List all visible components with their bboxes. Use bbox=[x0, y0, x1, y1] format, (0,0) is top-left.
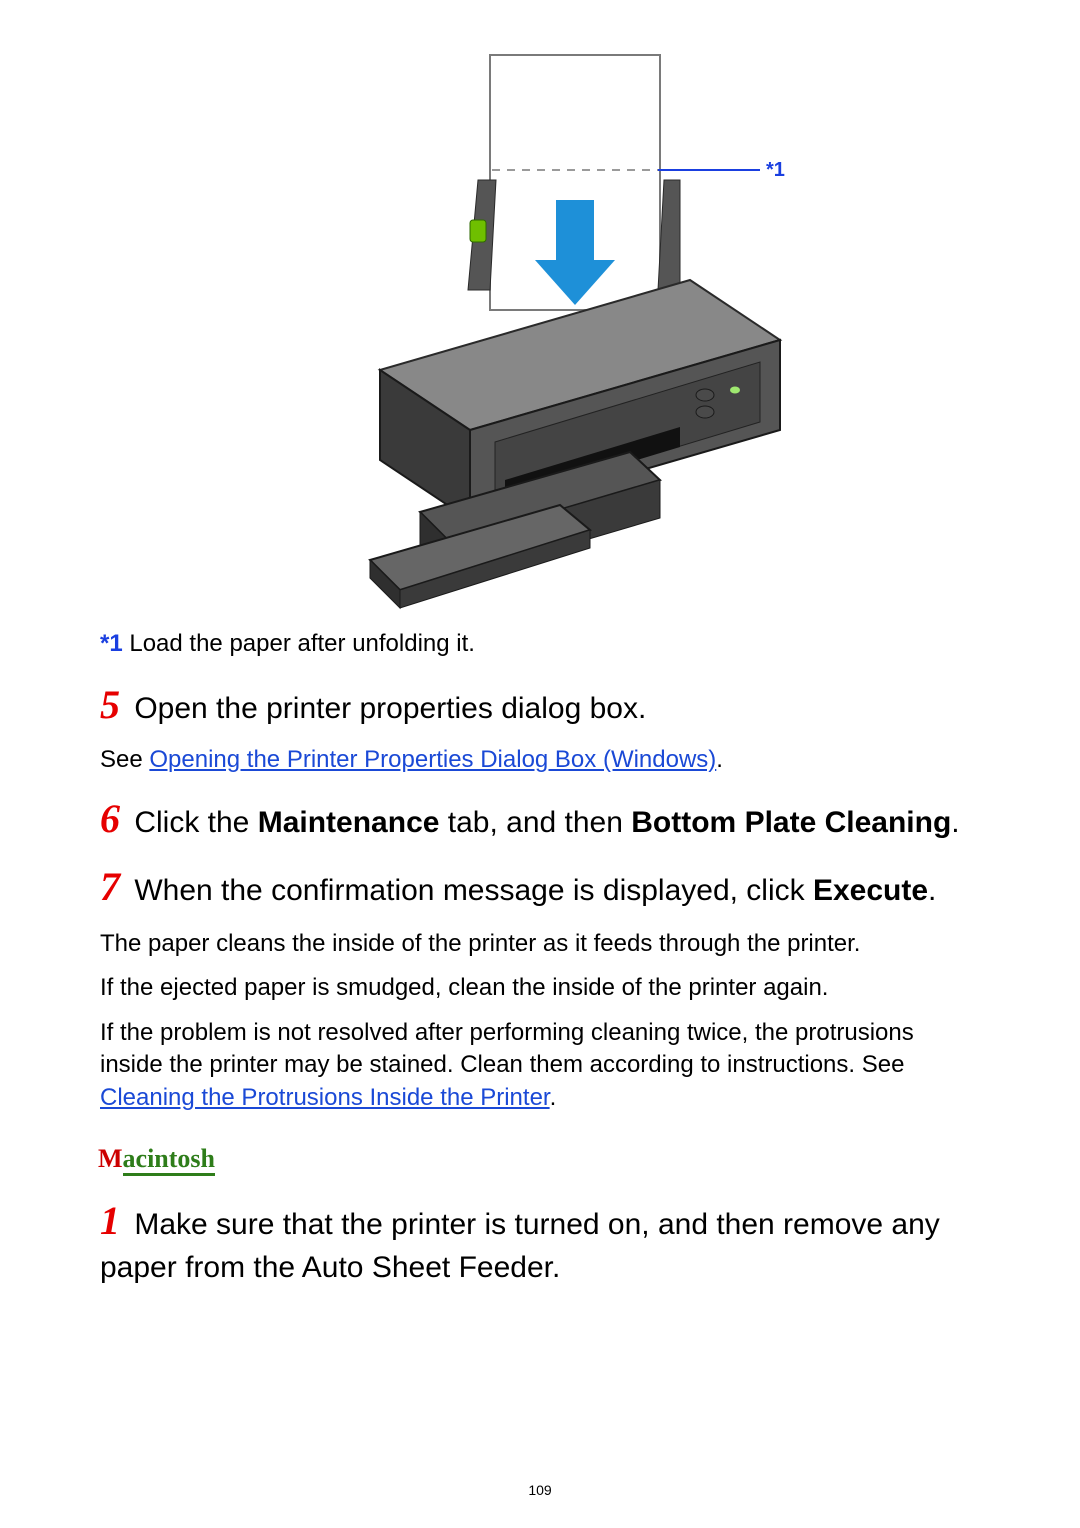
macintosh-tag-m: M bbox=[98, 1144, 123, 1173]
footnote-1: *1 Load the paper after unfolding it. bbox=[100, 630, 980, 658]
step-5-number: 5 bbox=[100, 682, 120, 727]
printer-load-paper-figure: *1 bbox=[260, 50, 820, 610]
step-6-number: 6 bbox=[100, 796, 120, 841]
see-prefix: See bbox=[100, 746, 149, 773]
see-link-line-1: See Opening the Printer Properties Dialo… bbox=[100, 746, 980, 774]
link-cleaning-protrusions[interactable]: Cleaning the Protrusions Inside the Prin… bbox=[100, 1084, 550, 1111]
step-6-bold-1: Maintenance bbox=[258, 806, 440, 839]
callout-label: *1 bbox=[766, 159, 785, 181]
step-6: 6 Click the Maintenance tab, and then Bo… bbox=[100, 792, 980, 846]
footnote-text: Load the paper after unfolding it. bbox=[123, 630, 475, 657]
paragraph-3: If the problem is not resolved after per… bbox=[100, 1017, 980, 1114]
step-6-pre: Click the bbox=[126, 806, 258, 839]
step-7-bold-1: Execute bbox=[813, 874, 928, 907]
step-1: 1 Make sure that the printer is turned o… bbox=[100, 1194, 980, 1289]
step-5-text: Open the printer properties dialog box. bbox=[126, 692, 646, 725]
paragraph-3-pre: If the problem is not resolved after per… bbox=[100, 1019, 914, 1078]
step-7-post: . bbox=[928, 874, 936, 907]
step-7: 7 When the confirmation message is displ… bbox=[100, 860, 980, 914]
link-printer-properties-dialog[interactable]: Opening the Printer Properties Dialog Bo… bbox=[149, 746, 716, 773]
step-5: 5 Open the printer properties dialog box… bbox=[100, 678, 980, 732]
step-6-post: . bbox=[951, 806, 959, 839]
page-number: 109 bbox=[0, 1482, 1080, 1498]
paragraph-2: If the ejected paper is smudged, clean t… bbox=[100, 972, 980, 1004]
step-1-text: Make sure that the printer is turned on,… bbox=[100, 1208, 940, 1284]
see-suffix: . bbox=[716, 746, 723, 773]
step-6-mid: tab, and then bbox=[439, 806, 631, 839]
footnote-marker: *1 bbox=[100, 630, 123, 657]
macintosh-tag-rest: acintosh bbox=[123, 1144, 215, 1176]
step-7-number: 7 bbox=[100, 864, 120, 909]
manual-page: *1 *1 Load the paper after unfolding it. bbox=[0, 0, 1080, 1528]
step-6-bold-2: Bottom Plate Cleaning bbox=[631, 806, 951, 839]
step-1-number: 1 bbox=[100, 1198, 120, 1243]
paragraph-1: The paper cleans the inside of the print… bbox=[100, 928, 980, 960]
paragraph-3-post: . bbox=[550, 1084, 557, 1111]
step-7-pre: When the confirmation message is display… bbox=[126, 874, 813, 907]
macintosh-tag: Macintosh bbox=[98, 1144, 215, 1174]
